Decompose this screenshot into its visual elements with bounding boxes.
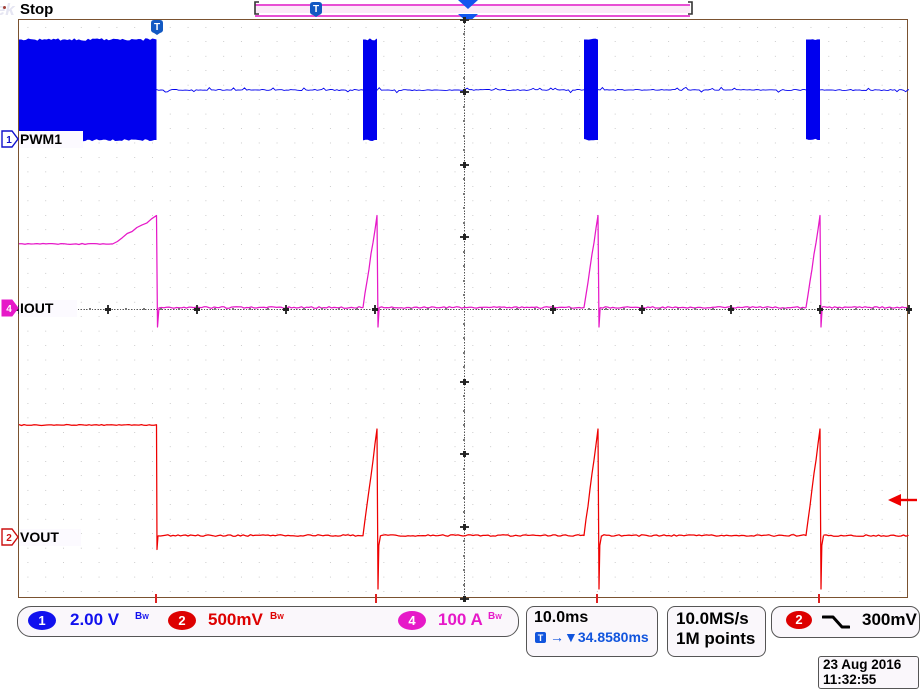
svg-text:T: T	[538, 633, 544, 643]
svg-text:4: 4	[6, 304, 12, 315]
svg-text:T: T	[313, 4, 319, 15]
svg-text:1: 1	[6, 135, 12, 146]
svg-text:2: 2	[6, 533, 12, 544]
svg-text:T: T	[154, 22, 160, 33]
